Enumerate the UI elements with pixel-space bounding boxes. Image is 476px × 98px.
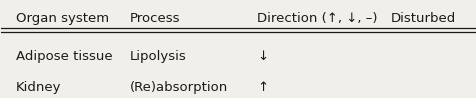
Text: Adipose tissue: Adipose tissue — [16, 50, 112, 63]
Text: Kidney: Kidney — [16, 81, 61, 94]
Text: Process: Process — [129, 12, 179, 25]
Text: ↓: ↓ — [257, 50, 268, 63]
Text: Direction (↑, ↓, –): Direction (↑, ↓, –) — [257, 12, 377, 25]
Text: Disturbed: Disturbed — [389, 12, 455, 25]
Text: Lipolysis: Lipolysis — [129, 50, 186, 63]
Text: Organ system: Organ system — [16, 12, 109, 25]
Text: (Re)absorption: (Re)absorption — [129, 81, 227, 94]
Text: ↑: ↑ — [257, 81, 268, 94]
